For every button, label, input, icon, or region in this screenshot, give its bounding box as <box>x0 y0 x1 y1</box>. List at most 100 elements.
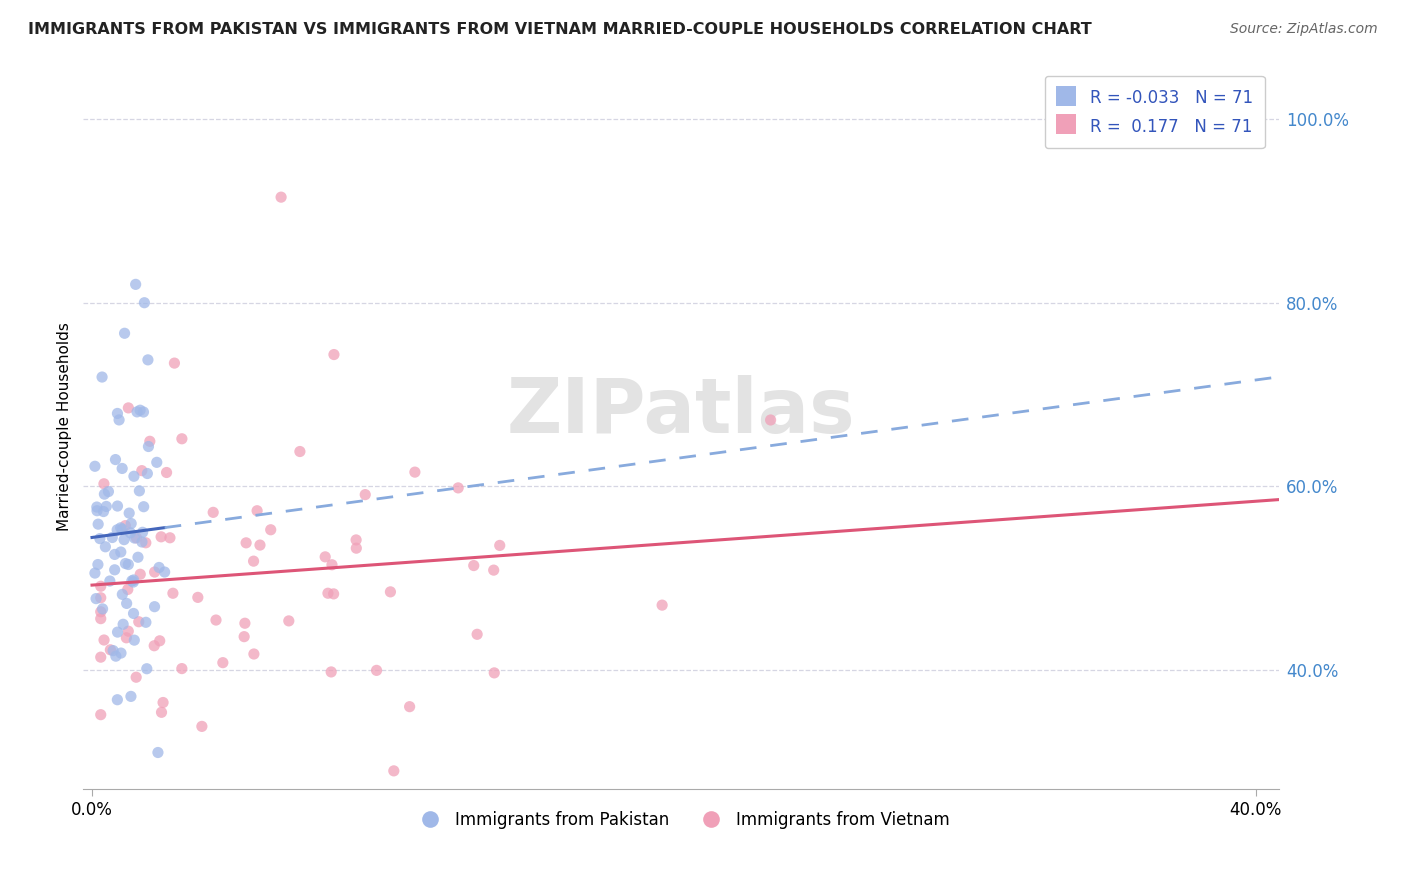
Point <box>105 692 128 706</box>
Point <box>124 531 146 545</box>
Point <box>152 696 174 710</box>
Point <box>404 465 426 479</box>
Point <box>122 469 145 483</box>
Point <box>86 500 108 514</box>
Point <box>139 434 162 449</box>
Point <box>112 533 135 547</box>
Point <box>143 565 166 579</box>
Point <box>120 516 142 531</box>
Point <box>163 356 186 370</box>
Point <box>84 566 107 580</box>
Point <box>366 664 388 678</box>
Point <box>316 586 339 600</box>
Point <box>114 518 136 533</box>
Point <box>89 532 111 546</box>
Point <box>243 647 266 661</box>
Point <box>114 557 136 571</box>
Point <box>115 631 138 645</box>
Point <box>101 643 124 657</box>
Point <box>242 554 264 568</box>
Text: IMMIGRANTS FROM PAKISTAN VS IMMIGRANTS FROM VIETNAM MARRIED-COUPLE HOUSEHOLDS CO: IMMIGRANTS FROM PAKISTAN VS IMMIGRANTS F… <box>28 22 1092 37</box>
Point <box>322 587 344 601</box>
Point <box>136 467 159 481</box>
Point <box>122 607 145 621</box>
Point <box>233 616 256 631</box>
Point <box>129 403 152 417</box>
Point <box>143 599 166 614</box>
Point <box>90 579 112 593</box>
Point <box>125 670 148 684</box>
Point <box>111 522 134 536</box>
Point <box>115 596 138 610</box>
Point <box>187 591 209 605</box>
Point <box>484 665 506 680</box>
Point <box>344 541 367 556</box>
Point <box>118 506 141 520</box>
Point <box>90 591 112 605</box>
Point <box>146 455 169 469</box>
Point <box>321 665 343 679</box>
Point <box>447 481 470 495</box>
Point <box>96 500 118 514</box>
Point <box>380 585 402 599</box>
Point <box>90 707 112 722</box>
Point <box>104 452 127 467</box>
Point <box>344 533 367 547</box>
Point <box>87 558 110 572</box>
Point <box>246 504 269 518</box>
Point <box>91 602 114 616</box>
Point <box>84 591 107 606</box>
Point <box>124 633 146 648</box>
Point <box>149 633 172 648</box>
Point <box>108 413 131 427</box>
Point <box>488 538 510 552</box>
Point <box>150 706 173 720</box>
Point <box>117 582 139 597</box>
Point <box>170 662 193 676</box>
Point <box>120 690 142 704</box>
Point <box>128 483 150 498</box>
Point <box>211 656 233 670</box>
Point <box>323 347 346 361</box>
Point <box>114 326 136 341</box>
Point <box>321 558 343 572</box>
Point <box>98 574 121 588</box>
Point <box>148 560 170 574</box>
Point <box>131 535 153 549</box>
Point <box>90 605 112 619</box>
Point <box>235 536 257 550</box>
Point <box>138 440 160 454</box>
Point <box>93 504 115 518</box>
Point <box>191 719 214 733</box>
Legend: Immigrants from Pakistan, Immigrants from Vietnam: Immigrants from Pakistan, Immigrants fro… <box>406 804 956 835</box>
Point <box>120 525 142 540</box>
Point <box>135 662 157 676</box>
Point <box>205 613 228 627</box>
Point <box>117 624 139 639</box>
Point <box>122 573 145 587</box>
Point <box>98 642 121 657</box>
Point <box>270 190 292 204</box>
Point <box>93 476 115 491</box>
Point <box>134 295 156 310</box>
Point <box>111 461 134 475</box>
Point <box>107 406 129 420</box>
Point <box>124 277 146 292</box>
Point <box>249 538 271 552</box>
Text: ZIPatlas: ZIPatlas <box>506 376 855 450</box>
Point <box>150 530 173 544</box>
Point <box>125 405 148 419</box>
Point <box>110 521 132 535</box>
Point <box>84 459 107 474</box>
Point <box>131 525 153 540</box>
Point <box>111 587 134 601</box>
Point <box>125 531 148 545</box>
Point <box>107 499 129 513</box>
Point <box>121 574 143 588</box>
Point <box>112 617 135 632</box>
Point <box>131 464 153 478</box>
Point <box>202 505 225 519</box>
Point <box>135 536 157 550</box>
Point <box>132 500 155 514</box>
Point <box>233 630 256 644</box>
